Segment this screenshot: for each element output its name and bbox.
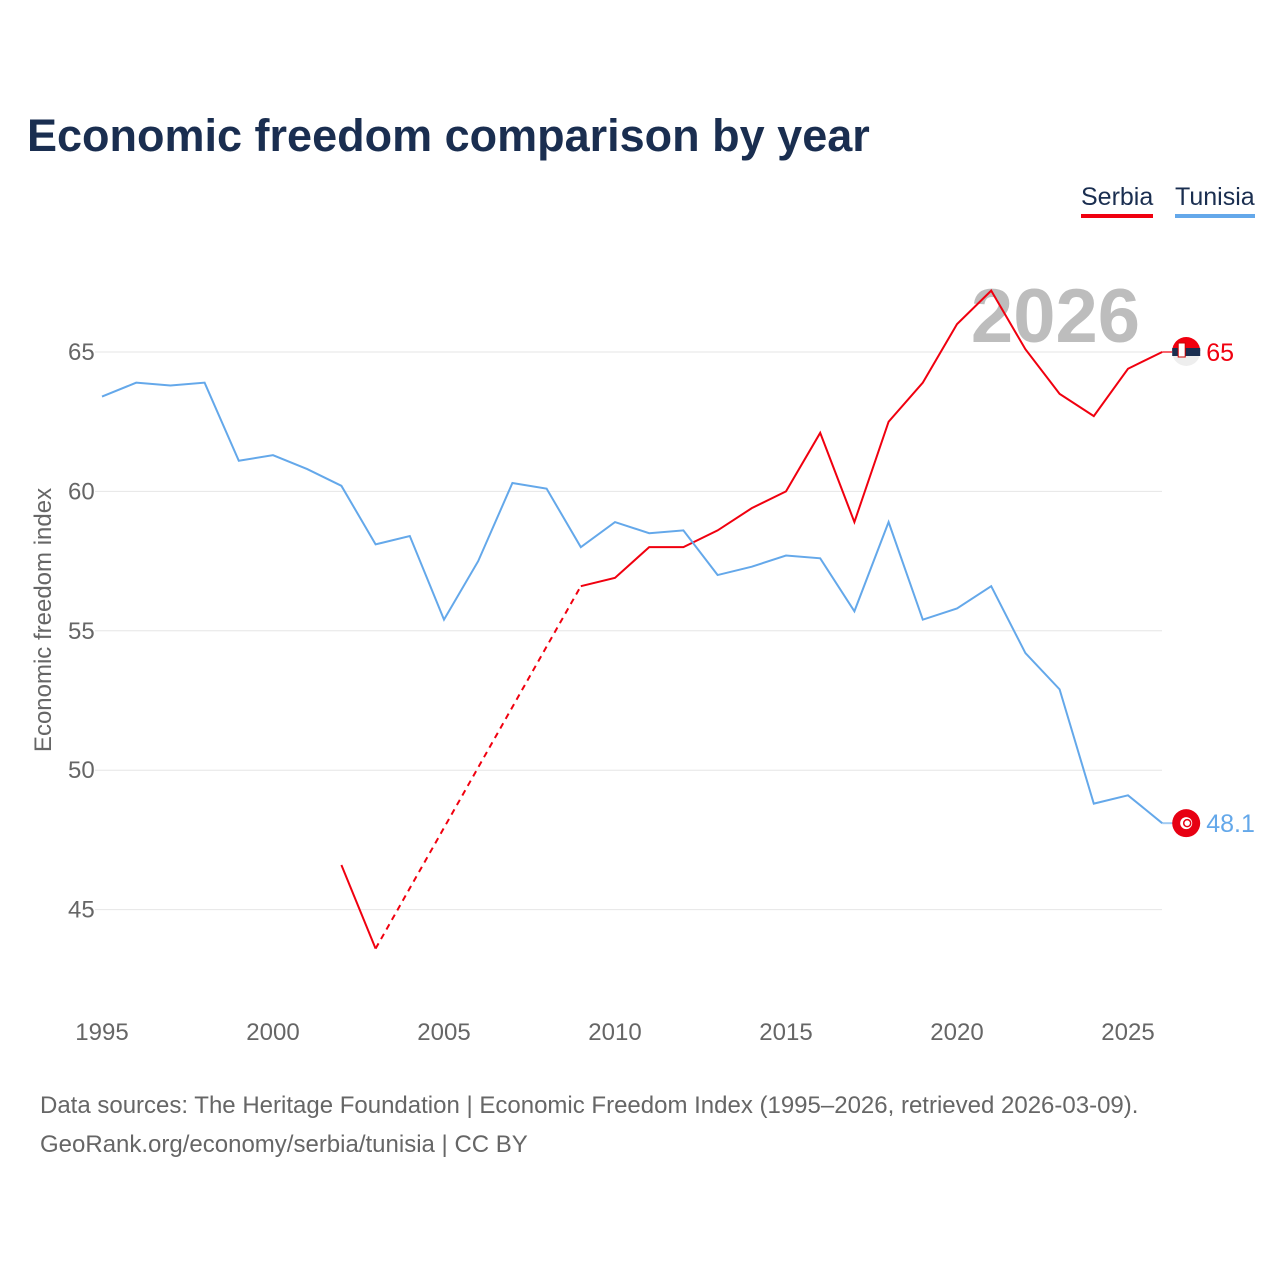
- source-line-1: Data sources: The Heritage Foundation | …: [40, 1092, 1139, 1119]
- source-line-2[interactable]: GeoRank.org/economy/serbia/tunisia | CC …: [40, 1131, 528, 1158]
- y-tick-label: 55: [68, 618, 95, 645]
- year-watermark: 2026: [971, 274, 1140, 359]
- serbia-flag-blue: [1172, 348, 1201, 356]
- y-tick-label: 50: [68, 757, 95, 784]
- y-axis-label: Economic freedom index: [30, 488, 57, 752]
- serbia-coat-of-arms: [1177, 342, 1186, 358]
- x-tick-label: 2010: [588, 1019, 641, 1046]
- serbia-gap-line: [374, 585, 582, 950]
- x-tick-label: 2020: [930, 1019, 983, 1046]
- x-tick-label: 1995: [75, 1019, 128, 1046]
- y-tick-label: 45: [68, 897, 95, 924]
- x-tick-label: 2000: [246, 1019, 299, 1046]
- serbia-line: [340, 864, 377, 950]
- legend-serbia[interactable]: Serbia: [1081, 183, 1154, 218]
- serbia-end-label: 65: [1206, 339, 1234, 367]
- tunisia-line: [101, 381, 1163, 824]
- legend-tunisia[interactable]: Tunisia: [1175, 183, 1255, 218]
- tunisia-crescent: [1182, 818, 1192, 828]
- serbia-line: [580, 289, 1163, 588]
- x-tick-label: 2025: [1101, 1019, 1154, 1046]
- tunisia-end-label: 48.1: [1206, 810, 1255, 838]
- x-tick-label: 2005: [417, 1019, 470, 1046]
- y-tick-label: 60: [68, 478, 95, 505]
- x-tick-label: 2015: [759, 1019, 812, 1046]
- chart-title: Economic freedom comparison by year: [27, 110, 870, 161]
- y-tick-label: 65: [68, 339, 95, 366]
- source-note: Data sources: The Heritage Foundation | …: [40, 1086, 1138, 1164]
